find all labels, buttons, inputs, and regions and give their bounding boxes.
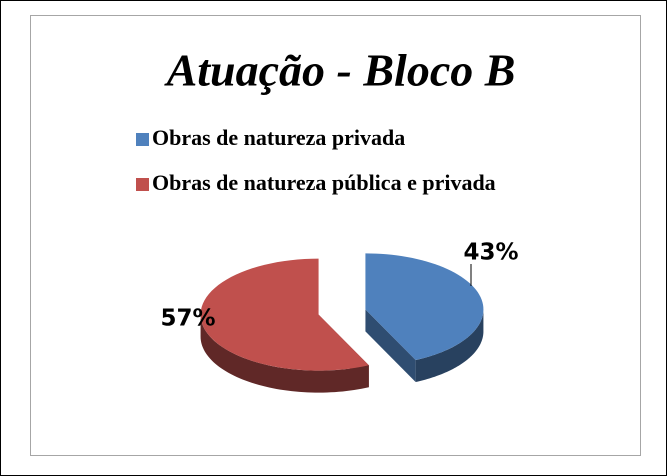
slice <box>200 258 369 371</box>
legend-label: Obras de natureza privada <box>152 125 405 150</box>
slice-side <box>365 309 416 383</box>
slice-rim <box>200 314 369 393</box>
legend-label: Obras de natureza pública e privada <box>152 170 496 195</box>
legend-swatch <box>136 178 149 191</box>
chart-title: Atuação - Bloco B <box>164 45 516 96</box>
slice-rim <box>415 309 484 383</box>
data-label: 57% <box>160 306 215 332</box>
slice <box>365 253 484 361</box>
data-label: 43% <box>463 240 518 266</box>
legend-swatch <box>136 133 149 146</box>
